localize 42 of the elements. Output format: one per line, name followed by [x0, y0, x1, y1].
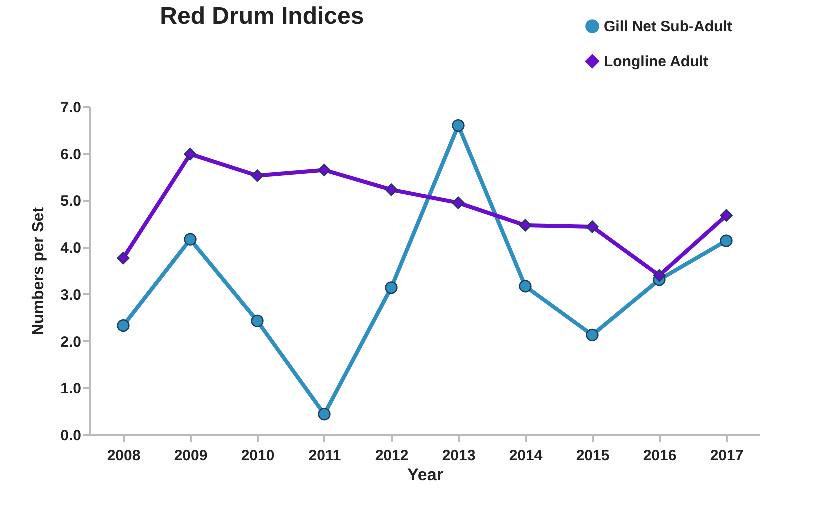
x-tick-label: 2011 — [308, 448, 342, 464]
y-tick-label: 7.0 — [60, 100, 82, 116]
y-tick-label: 5.0 — [60, 193, 82, 210]
y-tick-label: 4.0 — [60, 240, 82, 258]
x-tick-label: 2014 — [509, 448, 544, 464]
point — [519, 219, 532, 232]
point — [653, 269, 666, 282]
point — [586, 328, 599, 342]
y-tick-label: 0.0 — [60, 428, 82, 444]
point — [117, 252, 130, 265]
x-tick-label: 2016 — [643, 448, 677, 464]
x-tick-label: 2017 — [710, 448, 744, 464]
point — [385, 184, 398, 196]
x-axis-title: Year — [408, 466, 444, 484]
y-tick-label: 2.0 — [60, 334, 82, 351]
point — [720, 234, 733, 248]
point — [184, 233, 197, 246]
point — [251, 314, 264, 328]
legend-label: Longline Adult — [604, 54, 708, 70]
x-tick-label: 2012 — [375, 448, 409, 464]
legend-label: Gill Net Sub-Adult — [604, 18, 732, 36]
x-tick-label: 2008 — [107, 448, 141, 464]
point — [117, 320, 130, 332]
point — [720, 209, 733, 222]
y-axis-title: Numbers per Set — [30, 206, 48, 336]
point — [586, 220, 599, 234]
point — [184, 148, 197, 161]
x-tick-label: 2015 — [576, 448, 610, 464]
x-tick-label: 2013 — [442, 448, 476, 464]
chart-title: Red Drum Indices — [160, 3, 364, 30]
point — [519, 280, 532, 293]
point — [452, 119, 465, 132]
point — [318, 408, 331, 421]
x-tick-label: 2010 — [241, 448, 275, 464]
y-tick-label: 1.0 — [60, 380, 82, 398]
point — [452, 196, 465, 210]
x-tick-label: 2009 — [174, 448, 208, 464]
point — [385, 282, 398, 294]
y-tick-label: 3.0 — [60, 286, 82, 304]
point — [318, 164, 331, 177]
point — [251, 170, 264, 182]
y-tick-label: 6.0 — [60, 146, 82, 164]
